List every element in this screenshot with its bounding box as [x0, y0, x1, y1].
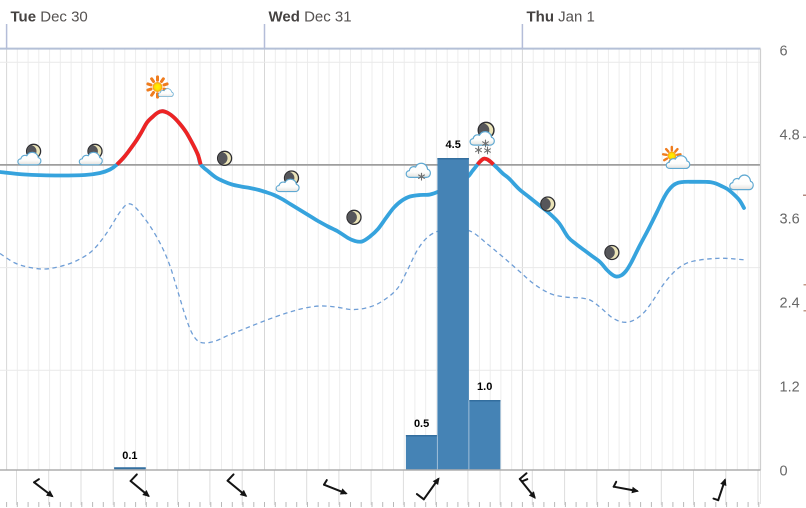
svg-text:0.1: 0.1 [122, 450, 137, 462]
svg-text:0.5: 0.5 [414, 418, 429, 430]
svg-text:0: 0 [780, 464, 788, 480]
svg-text:4.8: 4.8 [780, 128, 800, 144]
svg-text:Wed Dec 31: Wed Dec 31 [269, 9, 352, 26]
svg-text:Thu Jan 1: Thu Jan 1 [527, 9, 595, 26]
svg-text:2.4: 2.4 [780, 296, 800, 312]
svg-text:6: 6 [780, 44, 788, 60]
svg-text:Tue Dec 30: Tue Dec 30 [11, 9, 88, 26]
svg-text:4.5: 4.5 [446, 139, 461, 151]
svg-text:1.0: 1.0 [477, 381, 492, 393]
svg-text:1.2: 1.2 [780, 380, 800, 396]
svg-text:3.6: 3.6 [780, 212, 800, 228]
